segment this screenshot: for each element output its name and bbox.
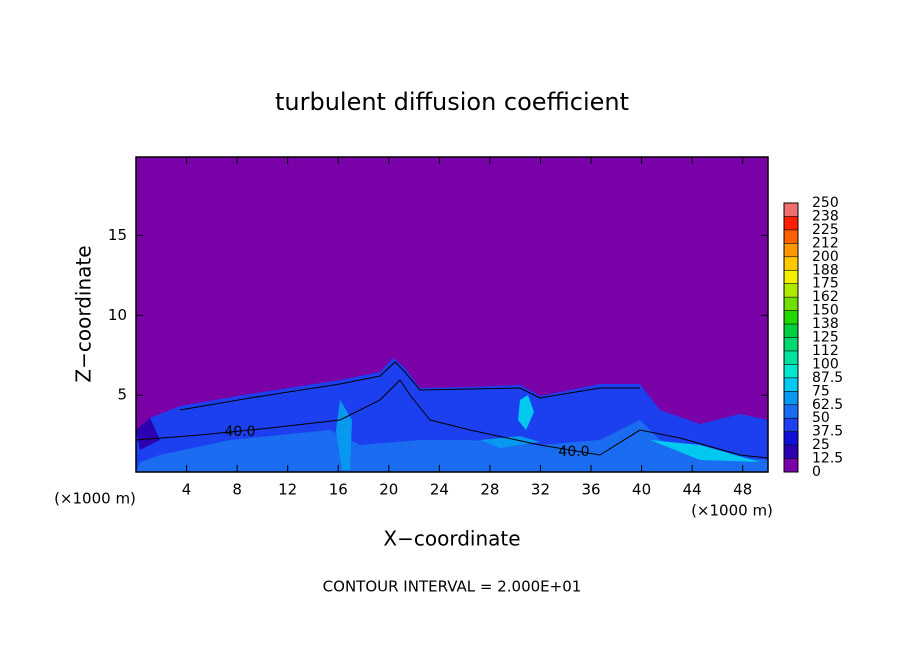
x-tick-label: 40 <box>632 481 651 499</box>
field-region <box>650 440 760 462</box>
x-tick-label: 28 <box>480 481 499 499</box>
colorbar-label: 162 <box>812 289 839 305</box>
field-region <box>336 400 352 470</box>
x-tick-label: 24 <box>430 481 449 499</box>
x-tick-label: 48 <box>733 481 752 499</box>
colorbar-swatch <box>784 310 798 325</box>
colorbar-label: 175 <box>812 276 839 292</box>
y-axis-label: Z−coordinate <box>72 245 96 382</box>
colorbar-label: 12.5 <box>812 451 843 467</box>
colorbar-label: 150 <box>812 303 839 319</box>
colorbar-label: 200 <box>812 249 839 265</box>
chart-title: turbulent diffusion coefficient <box>275 88 629 116</box>
colorbar-swatch <box>784 364 798 378</box>
colorbar-label: 62.5 <box>812 397 843 413</box>
x-tick-label: 8 <box>232 481 242 499</box>
colorbar-swatch <box>784 216 798 230</box>
x-tick-label: 16 <box>329 481 348 499</box>
field-region <box>480 436 540 448</box>
colorbar-swatch <box>784 445 798 459</box>
plot-frame <box>135 156 769 473</box>
x-tick-label: 4 <box>182 481 192 499</box>
colorbar-label: 100 <box>812 356 839 372</box>
footer: CONTOUR INTERVAL = 2.000E+01 <box>323 578 582 596</box>
x-tick-label: 36 <box>581 481 600 499</box>
colorbar-swatch <box>784 377 798 392</box>
colorbar-label: 37.5 <box>812 424 843 440</box>
x-tick-label: 20 <box>379 481 398 499</box>
colorbar-label: 212 <box>812 235 839 251</box>
x-tick-label: 32 <box>531 481 550 499</box>
colorbar-swatch <box>784 256 798 271</box>
colorbar-label: 112 <box>812 343 839 359</box>
colorbar-swatch <box>784 270 798 284</box>
field-region <box>136 418 160 450</box>
colorbar-label: 0 <box>812 464 821 480</box>
colorbar-label: 250 <box>812 195 839 211</box>
x-tick-label: 12 <box>278 481 297 499</box>
colorbar-label: 238 <box>812 208 839 224</box>
colorbar-swatch <box>784 203 798 217</box>
colorbar-label: 87.5 <box>812 370 843 386</box>
colorbar-swatch <box>784 283 798 298</box>
colorbar-swatch <box>784 350 798 365</box>
x-axis-label: X−coordinate <box>383 527 520 551</box>
colorbar-label: 50 <box>812 410 830 426</box>
x-tick-label: 44 <box>683 481 702 499</box>
colorbar-swatch <box>784 418 798 432</box>
colorbar-swatch <box>784 324 798 338</box>
colorbar-swatch <box>784 243 798 257</box>
colorbar-label: 25 <box>812 437 830 453</box>
colorbar-swatch <box>784 229 798 244</box>
contour-label: 40.0 <box>558 444 589 460</box>
colorbar-label: 188 <box>812 262 839 278</box>
x-unit-label: (×1000 m) <box>691 502 773 520</box>
colorbar-swatch <box>784 404 798 419</box>
colorbar-swatch <box>784 431 798 446</box>
colorbar-swatch <box>784 391 798 405</box>
x-unit-label: (×1000 m) <box>54 490 136 508</box>
y-tick-label: 15 <box>108 226 127 244</box>
field-region <box>518 395 534 430</box>
colorbar-label: 125 <box>812 330 839 346</box>
colorbar-swatch <box>784 337 798 351</box>
colorbar-label: 75 <box>812 383 830 399</box>
y-tick-label: 10 <box>108 306 127 324</box>
contour-label: 40.0 <box>224 424 255 440</box>
colorbar-label: 225 <box>812 222 839 238</box>
field-region <box>136 420 768 472</box>
colorbar-swatch <box>784 458 798 472</box>
field <box>135 157 769 472</box>
colorbar-label: 138 <box>812 316 839 332</box>
y-tick-label: 5 <box>117 386 127 404</box>
contour-line <box>179 361 640 411</box>
contour-line <box>135 379 769 459</box>
colorbar-swatch <box>784 297 798 311</box>
